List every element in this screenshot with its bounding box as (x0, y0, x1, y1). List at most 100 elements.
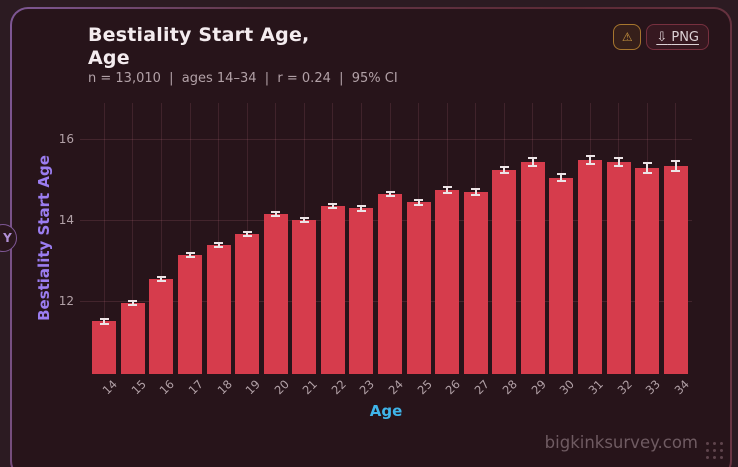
resize-grip-icon[interactable] (706, 442, 723, 459)
error-bar (246, 232, 249, 237)
error-bar-cap (299, 221, 309, 224)
error-bar-cap (328, 203, 338, 206)
error-bar (303, 218, 306, 223)
error-bar-cap (328, 207, 338, 210)
error-bar-cap (385, 190, 395, 193)
gridline-v (189, 103, 191, 374)
error-bar-cap (99, 317, 109, 320)
error-bar-cap (242, 231, 252, 234)
y-axis-title: Bestiality Start Age (35, 155, 53, 321)
error-bar-cap (214, 245, 224, 248)
error-bar (131, 301, 134, 306)
error-bar-cap (442, 191, 452, 194)
error-bar (646, 162, 649, 173)
error-bar-cap (556, 180, 566, 183)
y-tick-label: 14 (58, 213, 74, 228)
error-bar (217, 242, 220, 247)
warning-button[interactable]: ⚠ (613, 24, 642, 50)
error-bar-cap (414, 203, 424, 206)
error-bar (417, 199, 420, 205)
error-bar (189, 252, 191, 257)
bar[interactable] (149, 278, 174, 374)
bar[interactable] (578, 159, 602, 374)
bar[interactable] (378, 194, 402, 374)
error-bar (503, 166, 506, 173)
gridline-v (160, 103, 162, 374)
error-bar (360, 205, 363, 211)
error-bar-cap (299, 217, 309, 220)
bar[interactable] (349, 208, 374, 374)
warning-icon: ⚠ (621, 30, 633, 44)
bar[interactable] (663, 165, 688, 374)
error-bar-cap (128, 300, 138, 303)
error-bar-cap (585, 162, 595, 165)
y-tick-label: 16 (58, 132, 74, 147)
error-bar-cap (385, 195, 395, 198)
error-bar (617, 157, 620, 166)
bar[interactable] (520, 161, 545, 374)
download-png-button[interactable]: ⇩ PNG (646, 24, 709, 50)
bar[interactable] (463, 191, 488, 374)
error-bar-cap (614, 164, 624, 167)
bar[interactable] (606, 161, 631, 374)
error-bar-cap (499, 165, 509, 168)
error-bar-cap (614, 156, 624, 159)
error-bar-cap (128, 304, 138, 307)
error-bar-cap (671, 159, 681, 162)
error-bar-cap (356, 204, 366, 207)
x-axis-title: Age (369, 402, 403, 420)
error-bar (160, 276, 163, 281)
bar[interactable] (178, 254, 202, 374)
gridline-v (103, 103, 105, 374)
error-bar-cap (528, 164, 538, 167)
error-bar (389, 191, 391, 197)
bar[interactable] (206, 244, 231, 374)
error-bar (474, 189, 477, 195)
error-bar-cap (242, 235, 252, 238)
bar[interactable] (235, 234, 260, 374)
bar[interactable] (320, 206, 345, 374)
bar[interactable] (406, 202, 431, 374)
error-bar (589, 155, 591, 164)
chart-subtitle: n = 13,010 | ages 14–34 | r = 0.24 | 95%… (88, 71, 398, 86)
error-bar-cap (471, 188, 481, 191)
bar[interactable] (492, 169, 517, 374)
error-bar-cap (185, 251, 195, 254)
error-bar-cap (99, 323, 109, 326)
error-bar (560, 174, 563, 182)
error-bar (331, 204, 334, 209)
error-bar-cap (271, 211, 281, 214)
error-bar-cap (642, 161, 652, 164)
bar[interactable] (263, 214, 288, 374)
error-bar-cap (214, 241, 224, 244)
error-bar (274, 212, 277, 217)
bar[interactable] (549, 177, 574, 374)
bar[interactable] (120, 303, 145, 374)
download-icon: ⇩ (656, 29, 668, 45)
watermark: bigkinksurvey.com (544, 433, 698, 452)
error-bar-cap (471, 193, 481, 196)
error-bar-cap (156, 275, 166, 278)
error-bar (674, 160, 677, 171)
gridline-v (218, 103, 220, 374)
error-bar-cap (499, 171, 509, 174)
error-bar-cap (442, 186, 452, 189)
error-bar (531, 157, 534, 166)
error-bar (446, 187, 449, 193)
plot-area (80, 103, 692, 374)
error-bar-cap (271, 215, 281, 218)
error-bar-cap (556, 173, 566, 176)
gridline-h (80, 139, 692, 141)
bar[interactable] (635, 167, 660, 374)
error-bar-cap (528, 156, 538, 159)
toolbar: ⚠ ⇩ PNG (613, 24, 709, 50)
error-bar-cap (671, 169, 681, 172)
y-axis-handle-label: Y (3, 231, 12, 245)
bar[interactable] (92, 321, 117, 374)
error-bar-cap (585, 154, 595, 157)
error-bar (103, 318, 106, 325)
bar[interactable] (435, 189, 460, 374)
gridline-v (132, 103, 134, 374)
bar[interactable] (292, 220, 317, 374)
